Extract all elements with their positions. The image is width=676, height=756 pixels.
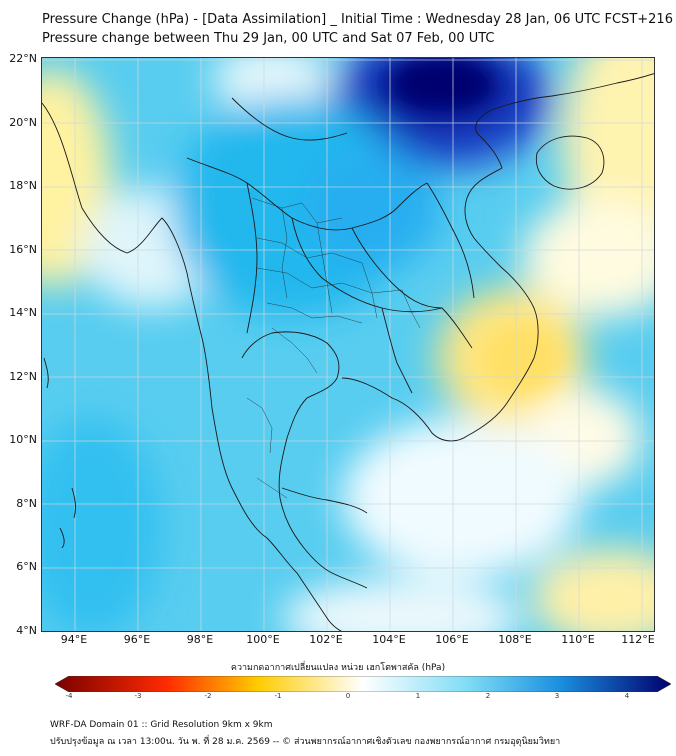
lon-label-102e: 102°E	[309, 633, 343, 646]
map-subtitle: Pressure change between Thu 29 Jan, 00 U…	[42, 31, 495, 46]
pressure-change-map	[41, 57, 655, 632]
colorbar-bar	[55, 676, 671, 692]
lon-label-108e: 108°E	[498, 633, 532, 646]
lon-label-106e: 106°E	[435, 633, 469, 646]
cb-tick--2: -2	[204, 692, 212, 700]
map-title: Pressure Change (hPa) - [Data Assimilati…	[42, 12, 673, 27]
lon-label-104e: 104°E	[372, 633, 406, 646]
colorbar-title: ความกดอากาศเปลี่ยนแปลง หน่วย เฮกโตพาสคัล…	[230, 663, 446, 673]
lat-label-8n: 8°N	[16, 497, 37, 510]
lat-label-14n: 14°N	[9, 306, 37, 319]
lon-label-96e: 96°E	[123, 633, 151, 646]
colorbar	[55, 676, 671, 692]
lon-label-100e: 100°E	[246, 633, 280, 646]
cb-tick--4: -4	[65, 692, 73, 700]
cb-tick-3: 3	[554, 692, 560, 700]
cb-tick-0: 0	[345, 692, 351, 700]
lon-label-98e: 98°E	[186, 633, 214, 646]
graticule	[42, 58, 654, 631]
lat-label-20n: 20°N	[9, 116, 37, 129]
cb-tick--1: -1	[274, 692, 282, 700]
lon-label-112e: 112°E	[621, 633, 655, 646]
cb-tick--3: -3	[134, 692, 142, 700]
map-canvas	[42, 58, 654, 631]
cb-tick-2: 2	[485, 692, 491, 700]
cb-tick-4: 4	[624, 692, 630, 700]
lon-label-110e: 110°E	[561, 633, 595, 646]
province-lines	[246, 197, 421, 499]
cb-tick-1: 1	[415, 692, 421, 700]
lon-label-94e: 94°E	[60, 633, 88, 646]
lat-label-18n: 18°N	[9, 179, 37, 192]
lat-label-4n: 4°N	[16, 624, 37, 637]
lat-label-22n: 22°N	[9, 52, 37, 65]
coastlines-borders	[42, 73, 654, 631]
lat-label-10n: 10°N	[9, 433, 37, 446]
lat-label-12n: 12°N	[9, 370, 37, 383]
lat-label-6n: 6°N	[16, 560, 37, 573]
footer-update-info: ปรับปรุงข้อมูล ณ เวลา 13:00น. วัน พ. ที่…	[50, 737, 561, 747]
lat-label-16n: 16°N	[9, 243, 37, 256]
footer-domain-info: WRF-DA Domain 01 :: Grid Resolution 9km …	[50, 720, 273, 730]
